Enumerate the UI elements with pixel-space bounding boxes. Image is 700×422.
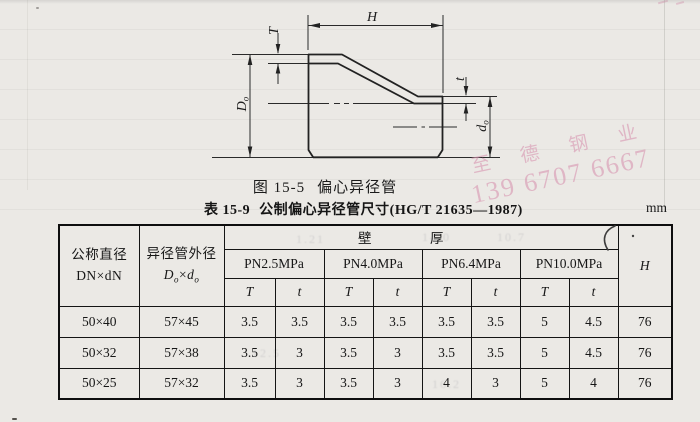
cell-value: 3 <box>470 367 521 400</box>
table-number: 表 15-9 <box>204 203 251 218</box>
table-title-text: 公制偏心异径管尺寸(HG/T 21635—1987) <box>259 203 523 218</box>
header-nominal-diameter: 公称直径 DN×dN <box>58 224 140 307</box>
cell-value: 3 <box>372 367 423 400</box>
scan-speck <box>12 418 17 420</box>
cell-H: 76 <box>617 305 673 338</box>
arrowhead <box>247 54 253 65</box>
cell-value: 3.5 <box>421 305 472 338</box>
cell-value: 3.5 <box>323 336 374 369</box>
cell-value: 3.5 <box>323 367 374 400</box>
cell-od: 57×38 <box>138 336 225 369</box>
arrowhead <box>463 86 469 96</box>
header-T: T <box>223 277 276 307</box>
dim-label-t: t <box>453 76 468 81</box>
figure-number: 图 15-5 <box>252 180 306 196</box>
pipe-right-edge <box>437 96 444 158</box>
unit-label: mm <box>646 200 668 215</box>
cell-value: 4.5 <box>568 305 619 338</box>
header-T: T <box>421 277 472 307</box>
arrowhead <box>275 63 281 74</box>
header-pn64: PN6.4MPa <box>421 248 521 279</box>
cell-value: 4.5 <box>568 336 619 369</box>
cell-value: 5 <box>519 336 570 369</box>
header-T: T <box>519 277 570 307</box>
dim-label-T: T <box>267 26 282 35</box>
cell-value: 3.5 <box>223 367 276 400</box>
header-wall-thickness: 壁厚 <box>223 224 619 250</box>
cell-value: 3 <box>274 336 325 369</box>
arrowhead <box>487 146 493 157</box>
cell-value: 4 <box>421 367 472 400</box>
arrowhead <box>247 146 253 157</box>
header-H: H <box>617 224 673 307</box>
header-pn40: PN4.0MPa <box>323 248 423 279</box>
arrowhead <box>275 44 281 54</box>
cell-value: 3.5 <box>372 305 423 338</box>
dim-label-D0: Do <box>235 96 251 112</box>
dim-label-d0: do <box>475 120 491 132</box>
scan-fold-line <box>664 0 665 212</box>
arrowhead <box>309 23 320 28</box>
header-t: t <box>470 277 521 307</box>
eccentric-reducer-diagram: H T t Do do <box>212 10 500 159</box>
cell-value: 3.5 <box>470 305 521 338</box>
header-t: t <box>372 277 423 307</box>
arrowhead <box>487 96 493 107</box>
pipe-outer-profile <box>308 53 443 98</box>
cell-value: 3.5 <box>274 305 325 338</box>
arrowhead <box>431 23 442 28</box>
dim-label-H: H <box>366 10 378 25</box>
table-title: 表 15-9 公制偏心异径管尺寸(HG/T 21635—1987) <box>204 199 523 219</box>
scan-speck <box>36 7 39 9</box>
cell-value: 3.5 <box>223 305 276 338</box>
cell-dn: 50×25 <box>58 367 140 400</box>
cell-value: 3.5 <box>323 305 374 338</box>
header-pn25: PN2.5MPa <box>223 248 325 279</box>
cell-value: 5 <box>519 305 570 338</box>
cell-od: 57×45 <box>138 305 225 338</box>
cell-value: 5 <box>519 367 570 400</box>
table-row: 50×40 57×45 3.5 3.5 3.5 3.5 3.5 3.5 5 4.… <box>58 305 673 338</box>
dimension-table: 公称直径 DN×dN 异径管外径 Do×do 壁厚 H PN2.5MPa PN4… <box>58 224 673 400</box>
header-outer-diameter: 异径管外径 Do×do <box>138 224 225 307</box>
pipe-inner-profile <box>308 62 443 105</box>
figure-caption: 图 15-5 偏心异径管 <box>215 176 435 197</box>
scan-edge-line <box>27 0 28 190</box>
cell-H: 76 <box>617 367 673 400</box>
cell-value: 3.5 <box>470 336 521 369</box>
cell-dn: 50×32 <box>58 336 140 369</box>
header-t: t <box>274 277 325 307</box>
cell-value: 3 <box>372 336 423 369</box>
arrowhead <box>463 103 469 114</box>
cell-od: 57×32 <box>138 367 225 400</box>
cell-value: 3.5 <box>223 336 276 369</box>
header-T: T <box>323 277 374 307</box>
header-t: t <box>568 277 619 307</box>
table-row: 50×32 57×38 3.5 3 3.5 3 3.5 3.5 5 4.5 76 <box>58 336 673 369</box>
header-pn100: PN10.0MPa <box>519 248 619 279</box>
cell-dn: 50×40 <box>58 305 140 338</box>
table-row: 50×25 57×32 3.5 3 3.5 3 4 3 5 4 76 <box>58 367 673 400</box>
pipe-left-edge <box>307 54 314 158</box>
figure-title: 偏心异径管 <box>317 180 398 196</box>
cell-value: 3 <box>274 367 325 400</box>
cell-H: 76 <box>617 336 673 369</box>
cell-value: 4 <box>568 367 619 400</box>
cell-value: 3.5 <box>421 336 472 369</box>
